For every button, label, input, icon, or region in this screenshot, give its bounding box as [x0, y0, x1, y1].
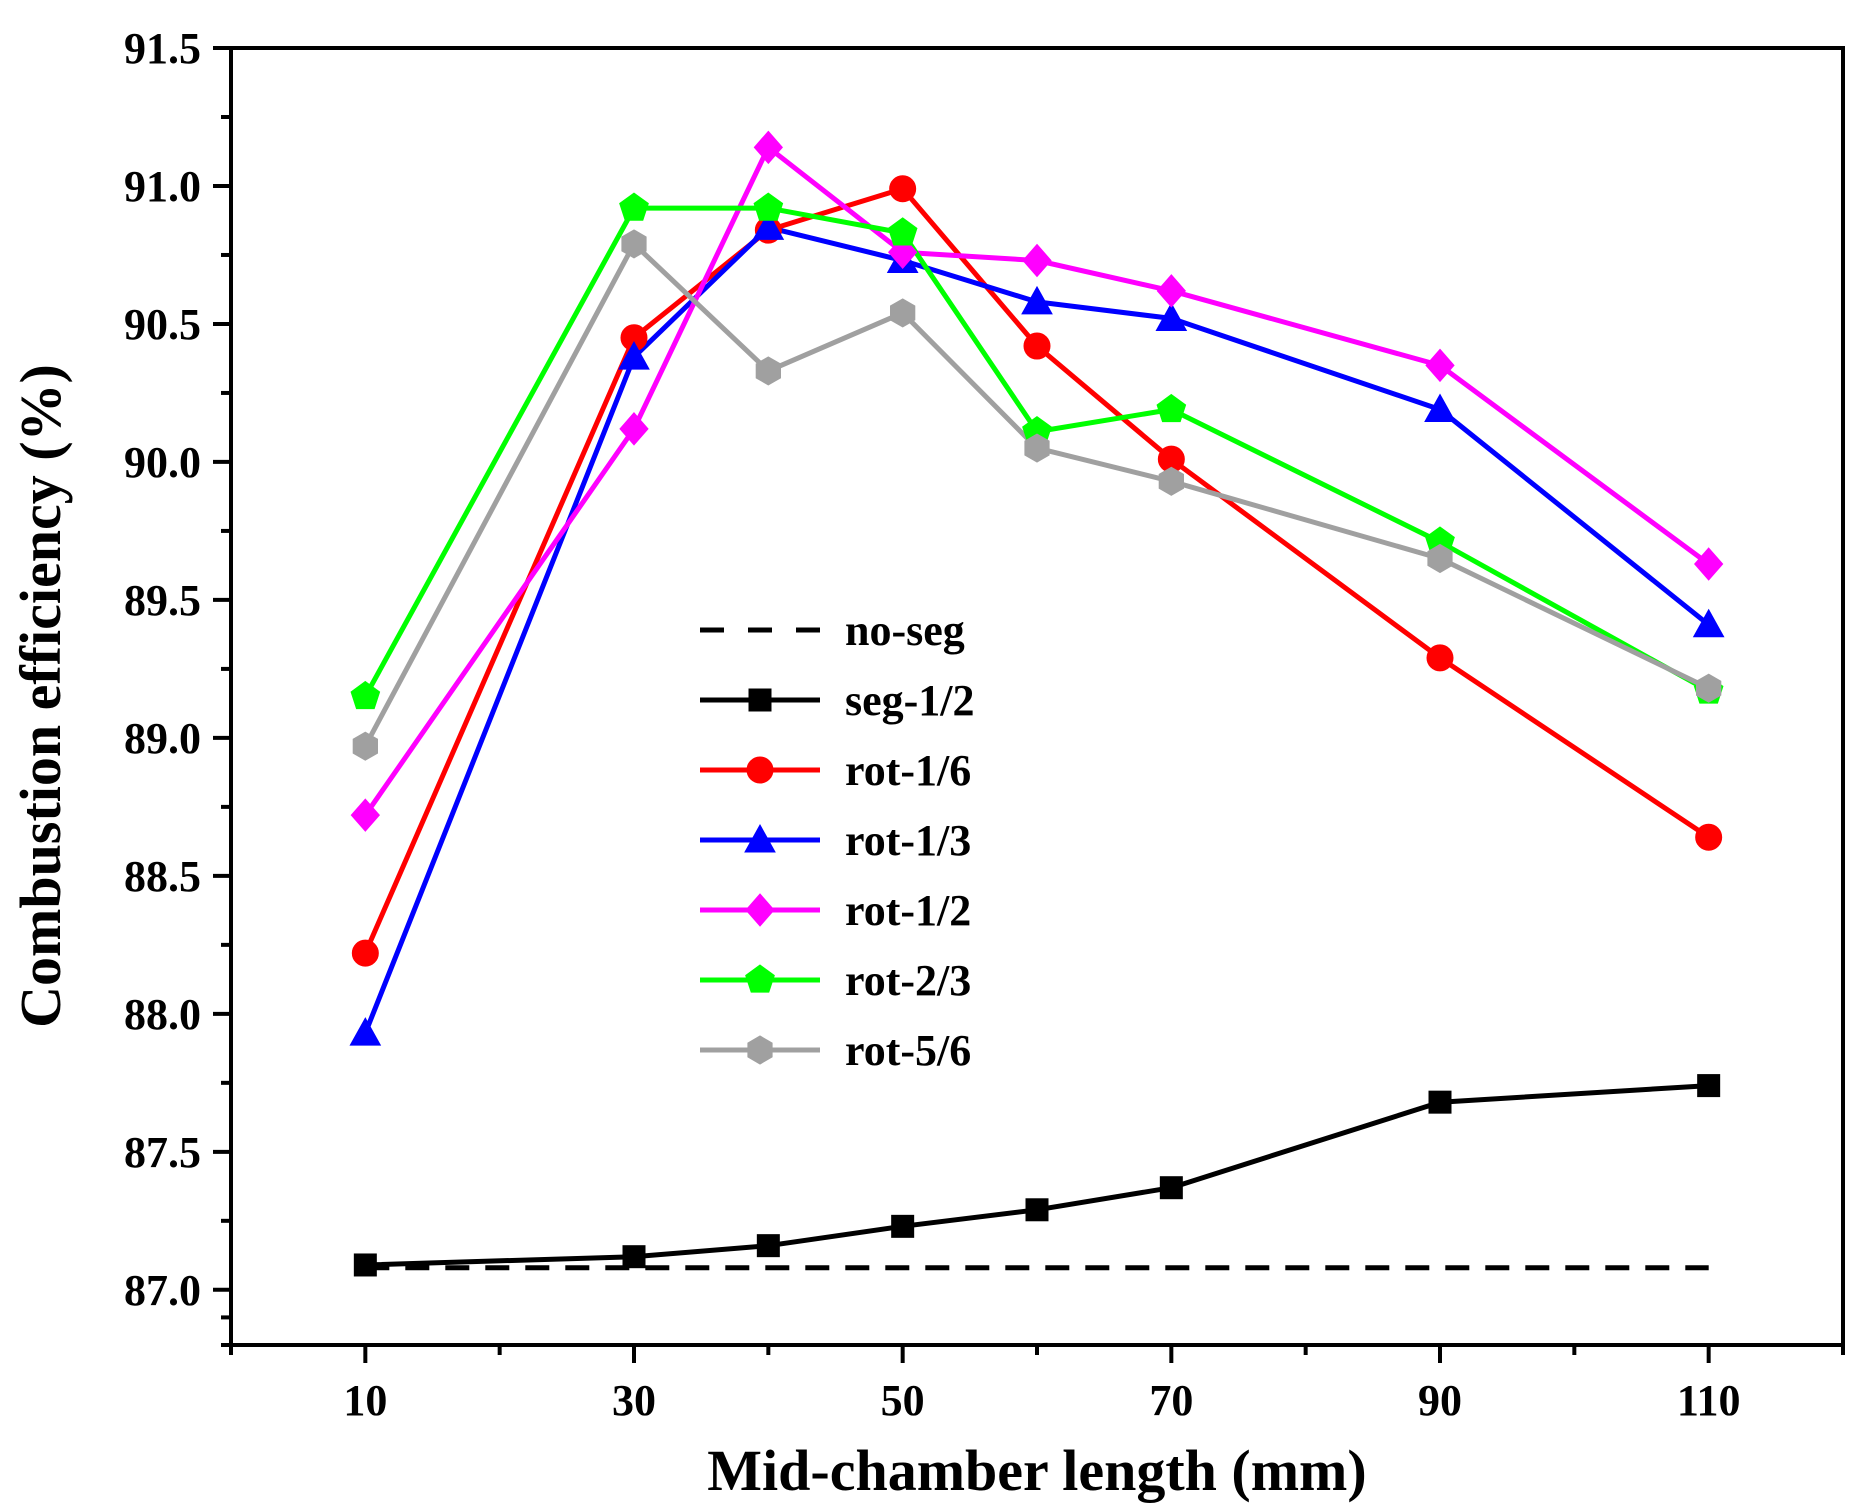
y-tick-label: 90.0	[124, 438, 201, 487]
x-tick-label: 30	[612, 1376, 656, 1425]
data-point-rot-1/2	[350, 798, 380, 832]
series-line-seg-1/2	[365, 1083, 1709, 1268]
data-point-rot-1/3	[1692, 608, 1725, 638]
legend-label-rot-1/2: rot-1/2	[845, 886, 971, 935]
legend-marker-rot-5/6	[747, 1035, 773, 1065]
series-lines	[362, 144, 1711, 1271]
legend-marker-rot-1/2	[745, 893, 775, 927]
legend-label-rot-5/6: rot-5/6	[845, 1026, 971, 1075]
data-point-rot-1/3	[1021, 285, 1053, 315]
y-tick-label: 91.5	[124, 24, 201, 73]
y-tick-label: 90.5	[124, 300, 201, 349]
data-point-seg-1/2	[756, 1234, 780, 1258]
data-point-rot-1/6	[351, 939, 379, 967]
data-point-rot-1/2	[1156, 274, 1186, 308]
data-point-rot-5/6	[621, 229, 647, 259]
data-point-rot-5/6	[1024, 433, 1050, 463]
x-tick-label: 90	[1418, 1376, 1462, 1425]
data-point-rot-1/2	[619, 412, 649, 446]
y-tick-label: 87.0	[124, 1266, 201, 1315]
data-point-rot-2/3	[619, 192, 649, 221]
legend-label-rot-2/3: rot-2/3	[845, 956, 971, 1005]
y-axis-ticks	[213, 46, 231, 1347]
data-point-rot-2/3	[1156, 393, 1187, 423]
y-axis-title: Combustion efficiency (%)	[8, 364, 73, 1028]
legend-label-rot-1/6: rot-1/6	[845, 746, 971, 795]
x-axis-ticks	[229, 1345, 1845, 1363]
data-point-rot-1/3	[1155, 302, 1188, 331]
data-point-rot-5/6	[890, 298, 916, 328]
series-line-rot-1/2	[363, 144, 1711, 817]
data-point-rot-5/6	[755, 356, 781, 386]
data-point-rot-1/3	[618, 341, 650, 370]
data-point-rot-1/3	[752, 211, 785, 240]
series-line-rot-5/6	[363, 241, 1710, 748]
data-point-rot-1/3	[349, 1017, 382, 1046]
data-point-seg-1/2	[1697, 1074, 1721, 1098]
plot-frame	[229, 46, 1845, 1347]
data-point-seg-1/2	[891, 1214, 915, 1238]
y-tick-label: 88.5	[124, 852, 201, 901]
data-point-rot-2/3	[753, 192, 784, 221]
series-line-rot-1/6	[363, 186, 1711, 955]
data-point-rot-1/6	[1695, 823, 1723, 851]
series-line-rot-1/3	[362, 224, 1711, 1035]
y-axis-tick-labels: 87.0 87.5 88.0 88.5 89.0 89.5 90.0 90.5 91.0 91.5	[124, 24, 201, 1315]
y-tick-label: 87.5	[124, 1128, 201, 1177]
y-tick-label: 91.0	[124, 162, 201, 211]
data-point-rot-1/2	[1694, 547, 1724, 581]
plot-area	[213, 46, 1845, 1363]
data-point-rot-2/3	[887, 217, 918, 246]
data-point-seg-1/2	[622, 1245, 646, 1269]
y-tick-label: 88.0	[124, 990, 201, 1039]
legend: no-seg seg-1/2 rot-1/6 rot-1/3 rot-1/2 rot-2/…	[700, 606, 975, 1075]
x-tick-label: 50	[881, 1376, 925, 1425]
data-point-seg-1/2	[353, 1253, 377, 1277]
legend-marker-seg-1/2	[748, 688, 772, 712]
data-point-rot-1/3	[1424, 393, 1456, 423]
data-point-rot-1/2	[1022, 243, 1052, 278]
y-tick-label: 89.0	[124, 714, 201, 763]
x-tick-label: 10	[343, 1376, 387, 1425]
data-point-rot-5/6	[1427, 543, 1453, 574]
data-point-rot-5/6	[1696, 673, 1722, 703]
legend-marker-rot-1/6	[746, 756, 774, 784]
y-tick-label: 89.5	[124, 576, 201, 625]
series-line-rot-2/3	[363, 205, 1710, 698]
x-axis-tick-labels: 10 30 50 70 90 110	[343, 1376, 1740, 1425]
x-tick-label: 110	[1677, 1376, 1741, 1425]
data-point-rot-2/3	[350, 680, 381, 710]
legend-label-rot-1/3: rot-1/3	[845, 816, 971, 865]
data-point-seg-1/2	[1159, 1176, 1183, 1200]
legend-label-no-seg: no-seg	[845, 606, 965, 655]
x-tick-label: 70	[1149, 1376, 1193, 1425]
legend-marker-rot-1/3	[744, 823, 776, 853]
data-point-rot-1/2	[1425, 348, 1455, 383]
data-point-seg-1/2	[1428, 1090, 1452, 1114]
data-point-rot-5/6	[1158, 466, 1184, 496]
x-axis-title: Mid-chamber length (mm)	[707, 1438, 1366, 1503]
legend-marker-rot-2/3	[745, 964, 775, 993]
data-point-rot-1/6	[889, 175, 917, 203]
data-point-rot-1/6	[1023, 332, 1051, 360]
data-point-rot-1/6	[1426, 644, 1454, 672]
data-point-rot-5/6	[352, 731, 378, 761]
legend-label-seg-1/2: seg-1/2	[845, 676, 975, 725]
series-markers	[349, 130, 1725, 1277]
data-point-rot-1/2	[753, 130, 783, 165]
data-point-seg-1/2	[1025, 1198, 1049, 1222]
